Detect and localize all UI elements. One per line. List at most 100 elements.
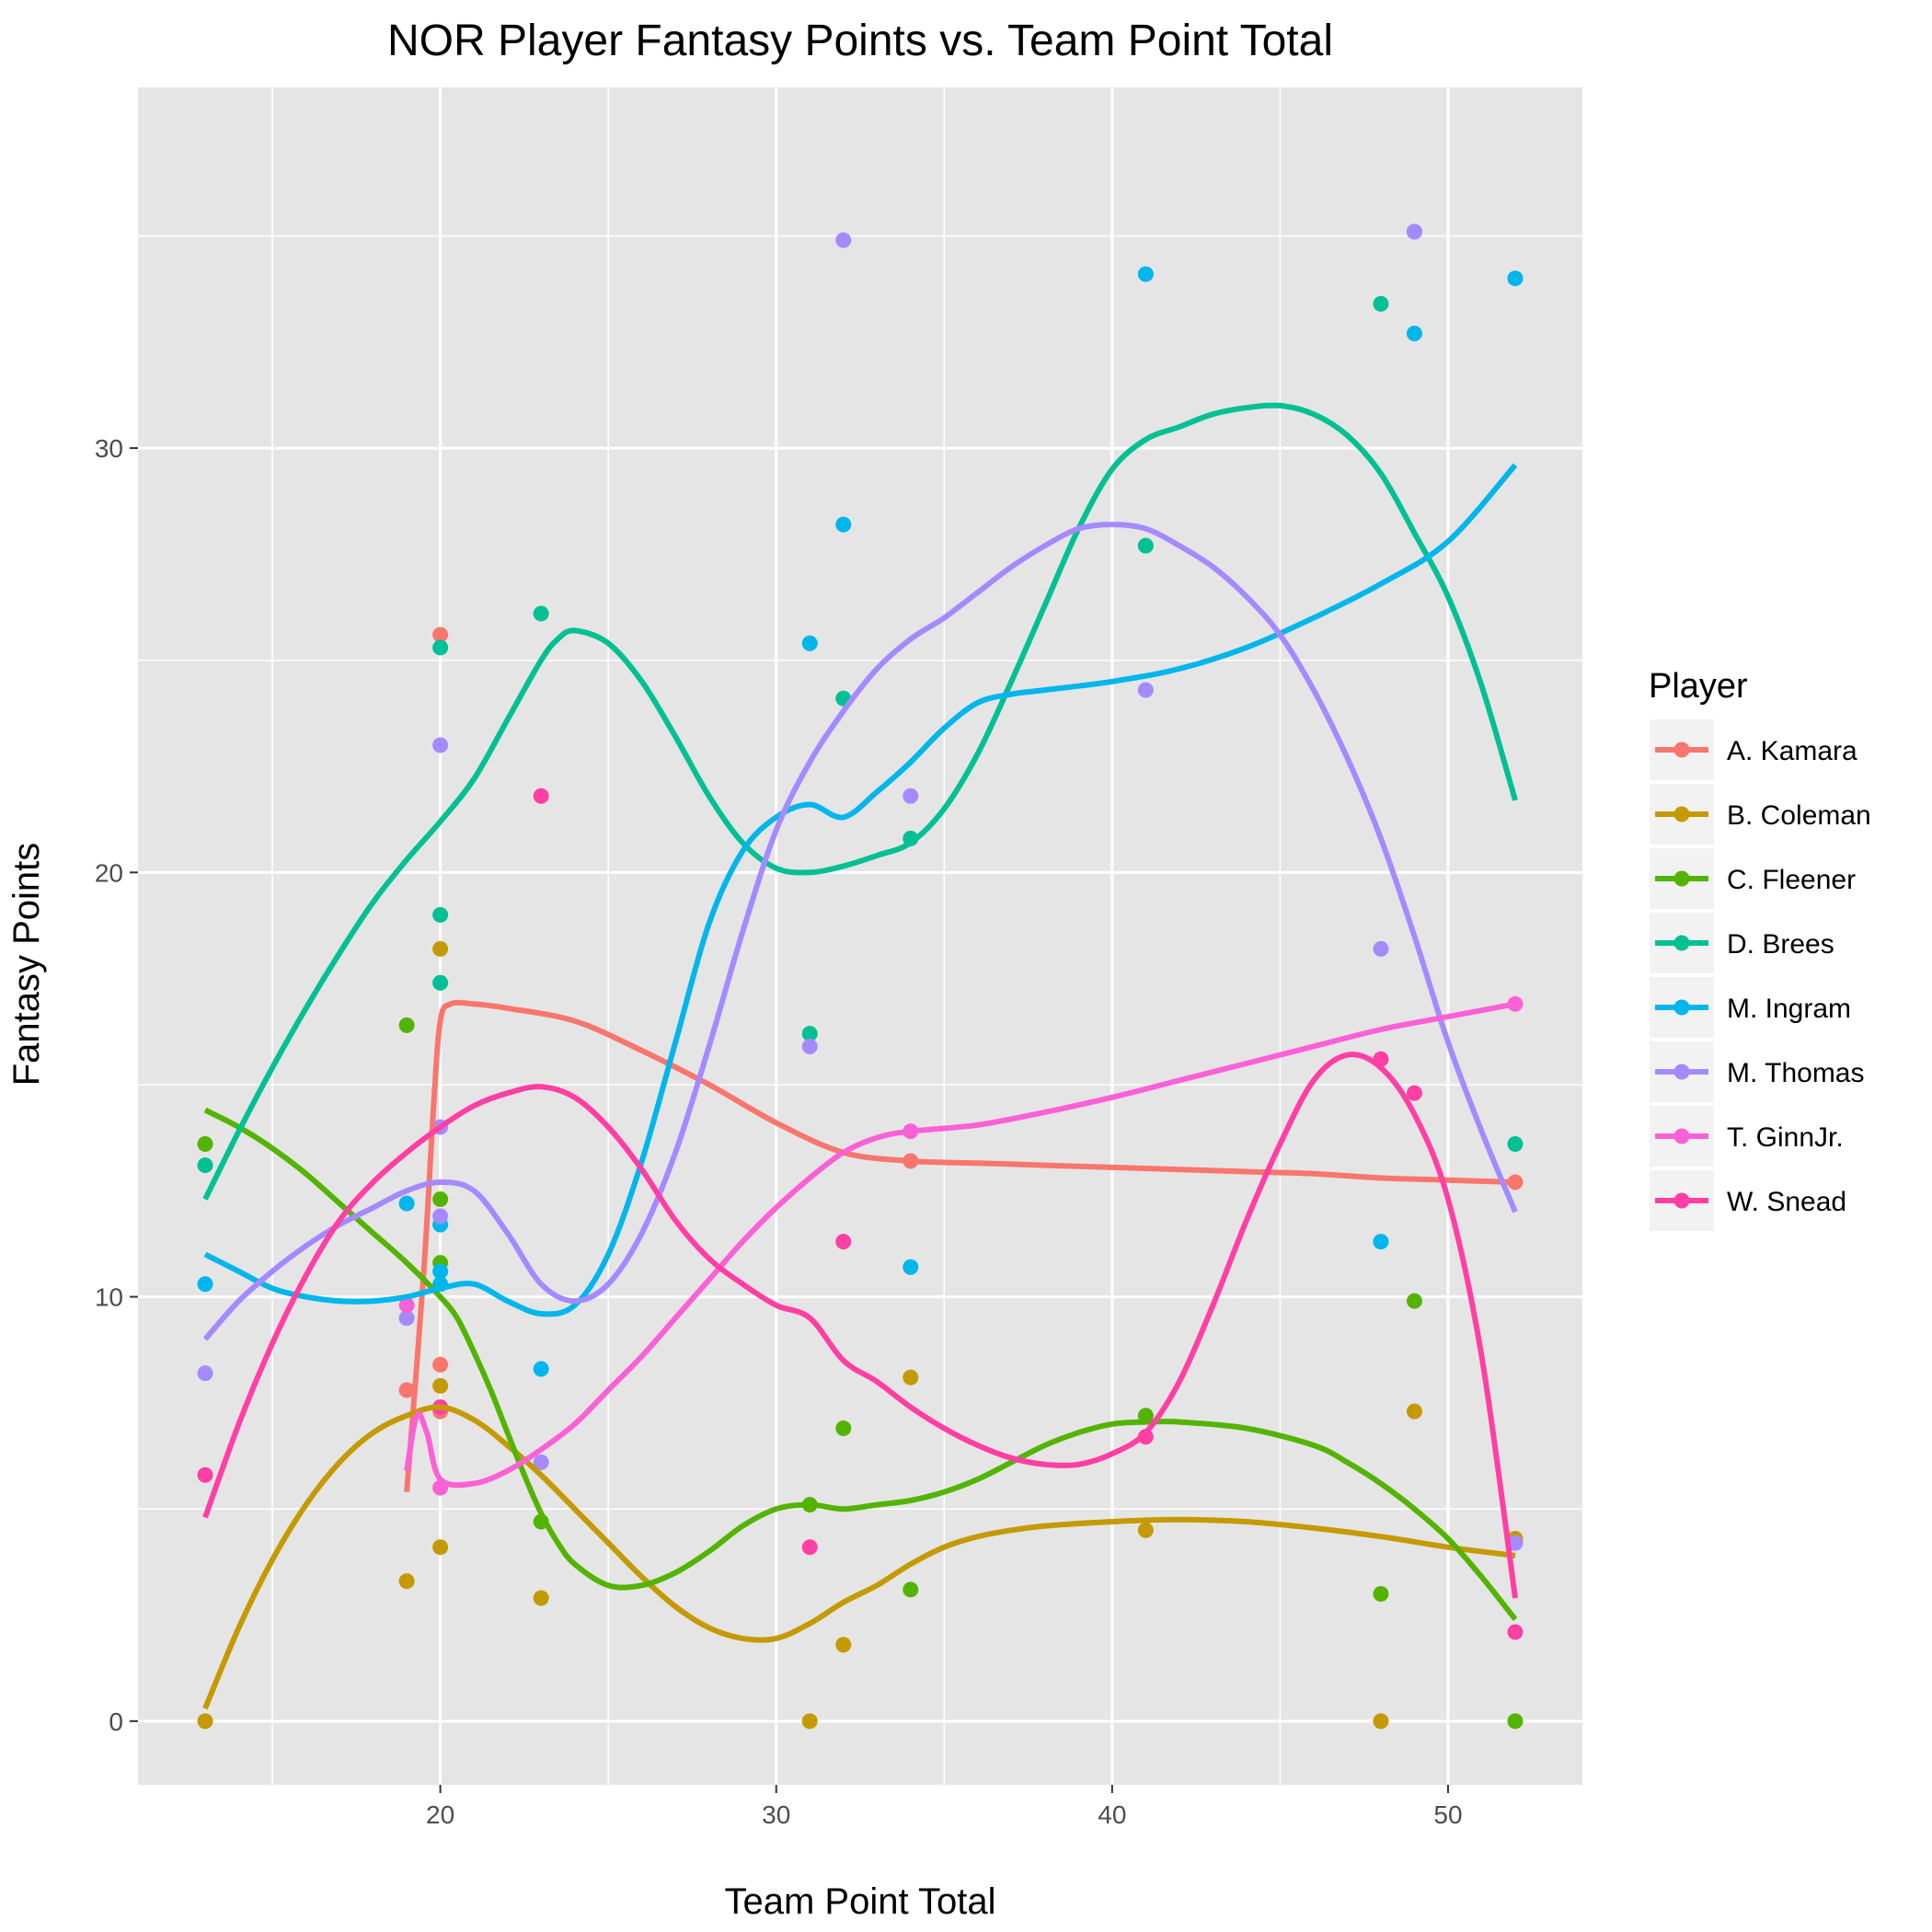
data-point-b-coleman: [432, 1377, 449, 1394]
trend-line-t-ginnjr: [404, 1001, 1516, 1489]
legend-dot-t-ginnjr: [1673, 1128, 1690, 1144]
data-point-m-ingram: [801, 635, 818, 651]
data-point-m-ingram: [1137, 266, 1154, 282]
data-point-b-coleman: [1373, 1713, 1389, 1730]
data-point-c-fleener: [398, 1017, 415, 1033]
data-point-d-brees: [801, 1026, 818, 1042]
chart-title: NOR Player Fantasy Points vs. Team Point…: [387, 17, 1333, 65]
data-point-c-fleener: [197, 1136, 213, 1153]
y-tick-label: 0: [109, 1708, 123, 1736]
legend-label-w-snead: W. Snead: [1727, 1187, 1846, 1217]
data-point-a-kamara: [432, 627, 449, 643]
data-point-m-thomas: [1507, 1535, 1524, 1551]
data-point-a-kamara: [398, 1382, 415, 1398]
data-point-m-thomas: [801, 1038, 818, 1054]
data-point-m-thomas: [533, 1454, 549, 1470]
trend-line-d-brees: [202, 402, 1518, 1201]
data-point-c-fleener: [835, 1420, 852, 1437]
data-point-b-coleman: [801, 1713, 818, 1730]
legend-dot-d-brees: [1673, 935, 1690, 951]
y-tick-label: 30: [95, 434, 123, 463]
data-point-c-fleener: [432, 1190, 449, 1207]
trend-line-b-coleman: [202, 1404, 1516, 1710]
legend-label-c-fleener: C. Fleener: [1727, 865, 1856, 895]
data-point-d-brees: [1507, 1136, 1524, 1153]
legend-dot-w-snead: [1673, 1192, 1690, 1209]
data-point-d-brees: [1137, 537, 1154, 554]
legend-dot-b-coleman: [1673, 806, 1690, 822]
data-point-m-thomas: [1373, 940, 1389, 957]
data-point-m-ingram: [903, 1259, 919, 1275]
data-point-c-fleener: [903, 1581, 919, 1598]
data-point-m-ingram: [533, 1361, 549, 1377]
data-point-b-coleman: [432, 940, 449, 957]
curves-layer: [202, 402, 1518, 1710]
data-point-a-kamara: [432, 1356, 449, 1373]
data-point-m-thomas: [197, 1365, 213, 1382]
data-point-d-brees: [432, 906, 449, 923]
data-point-w-snead: [197, 1466, 213, 1483]
data-point-w-snead: [801, 1539, 818, 1556]
data-point-b-coleman: [903, 1369, 919, 1386]
plot-panel: [138, 87, 1582, 1785]
data-point-m-ingram: [835, 516, 852, 533]
data-point-m-ingram: [1406, 326, 1422, 342]
legend-dot-m-thomas: [1673, 1064, 1690, 1080]
data-point-m-thomas: [432, 1208, 449, 1225]
data-point-w-snead: [1406, 1085, 1422, 1101]
data-point-m-ingram: [1373, 1234, 1389, 1250]
legend-label-a-kamara: A. Kamara: [1727, 736, 1857, 766]
data-point-d-brees: [533, 605, 549, 622]
data-point-w-snead: [1507, 1624, 1524, 1640]
data-point-b-coleman: [398, 1573, 415, 1590]
legend-dot-c-fleener: [1673, 870, 1690, 887]
data-point-m-thomas: [398, 1310, 415, 1327]
legend-dot-a-kamara: [1673, 742, 1690, 758]
data-point-m-thomas: [1137, 682, 1154, 698]
data-point-b-coleman: [197, 1713, 213, 1730]
data-point-b-coleman: [533, 1590, 549, 1606]
data-point-d-brees: [432, 974, 449, 991]
trend-line-m-thomas: [202, 522, 1518, 1341]
legend-dot-m-ingram: [1673, 999, 1690, 1016]
data-point-w-snead: [835, 1234, 852, 1250]
trend-line-w-snead: [202, 1052, 1518, 1599]
data-point-t-ginnjr: [398, 1297, 415, 1314]
x-tick-label: 20: [426, 1800, 454, 1829]
legend-label-d-brees: D. Brees: [1727, 929, 1834, 960]
data-point-m-thomas: [903, 788, 919, 804]
data-point-m-thomas: [432, 737, 449, 753]
data-point-m-ingram: [197, 1276, 213, 1293]
data-point-d-brees: [1373, 295, 1389, 312]
data-point-b-coleman: [1406, 1403, 1422, 1420]
y-tick-label: 20: [95, 858, 123, 887]
data-point-m-thomas: [1406, 224, 1422, 240]
data-point-m-ingram: [1507, 270, 1524, 287]
data-point-m-thomas: [835, 232, 852, 248]
y-axis-title: Fantasy Points: [6, 843, 47, 1087]
legend-label-m-ingram: M. Ingram: [1727, 994, 1851, 1024]
legend: Player A. Kamara B. Coleman C. Fleener D. B…: [1649, 667, 1871, 1231]
data-point-c-fleener: [1373, 1585, 1389, 1602]
x-tick-label: 30: [762, 1800, 790, 1829]
data-point-d-brees: [197, 1157, 213, 1174]
data-point-m-ingram: [432, 1263, 449, 1280]
data-point-m-ingram: [398, 1195, 415, 1212]
x-tick-label: 40: [1098, 1800, 1126, 1829]
trend-line-m-ingram: [203, 463, 1518, 1317]
trend-line-c-fleener: [203, 1107, 1518, 1621]
data-point-b-coleman: [1137, 1522, 1154, 1538]
legend-label-t-ginnjr: T. GinnJr.: [1727, 1122, 1844, 1153]
legend-title: Player: [1649, 667, 1748, 706]
data-point-w-snead: [533, 788, 549, 804]
panel-background: [138, 87, 1582, 1785]
x-axis-title: Team Point Total: [725, 1881, 996, 1922]
data-point-b-coleman: [432, 1539, 449, 1556]
data-point-c-fleener: [1507, 1713, 1524, 1730]
legend-label-m-thomas: M. Thomas: [1727, 1058, 1865, 1088]
y-tick-label: 10: [95, 1283, 123, 1312]
data-point-b-coleman: [835, 1637, 852, 1653]
legend-label-b-coleman: B. Coleman: [1727, 800, 1871, 831]
data-point-c-fleener: [1406, 1293, 1422, 1309]
